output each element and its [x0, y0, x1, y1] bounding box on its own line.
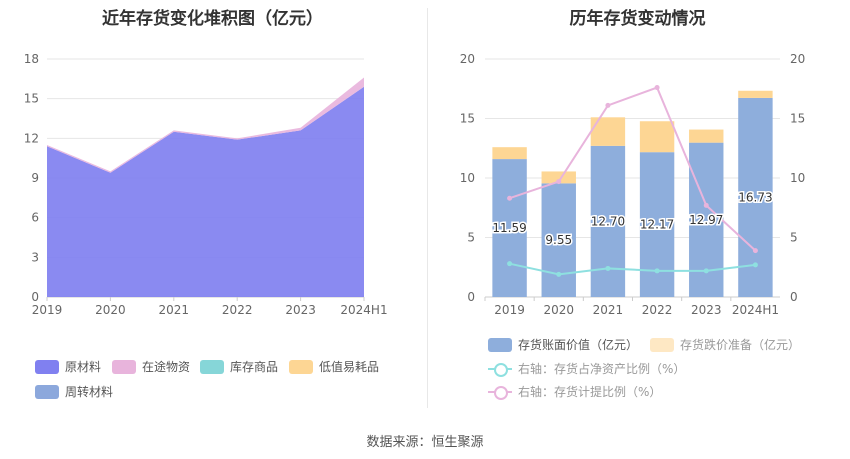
x-tick-label: 2020	[95, 303, 126, 317]
legend-label: 原材料	[65, 360, 102, 374]
y-tick-label: 5	[467, 231, 475, 245]
data-source-note: 数据来源：恒生聚源	[366, 435, 484, 450]
y-tick-label: 18	[24, 52, 39, 66]
y-tick-label: 12	[24, 131, 39, 145]
y-tick-label: 20	[460, 52, 475, 66]
legend-label: 右轴：存货占净资产比例（%）	[518, 362, 686, 376]
legend-item[interactable]: 右轴：存货占净资产比例（%）	[488, 360, 685, 377]
y-tick-label: 15	[24, 92, 39, 106]
line-point	[654, 85, 660, 91]
panel-divider	[427, 8, 428, 408]
x-tick-label: 2022	[222, 303, 253, 317]
line-point	[507, 195, 513, 201]
left-chart-title: 近年存货变化堆积图（亿元）	[102, 9, 323, 29]
y2-tick-label: 0	[790, 290, 798, 304]
x-tick-label: 2022	[642, 303, 673, 317]
x-tick-label: 2019	[494, 303, 525, 317]
line-point	[556, 179, 562, 185]
y2-tick-label: 15	[790, 112, 805, 126]
legend-label: 库存商品	[230, 360, 279, 374]
bar-value-label: 12.97	[689, 213, 723, 227]
bar-value-label: 12.70	[591, 214, 625, 228]
legend-item[interactable]: 存货账面价值（亿元）	[488, 336, 638, 353]
line-point	[605, 102, 611, 108]
y2-tick-label: 20	[790, 52, 805, 66]
legend-swatch	[35, 359, 59, 374]
y-tick-label: 6	[31, 211, 39, 225]
bar-segment-1	[590, 117, 626, 146]
legend-item[interactable]: 原材料	[35, 358, 101, 375]
x-tick-label: 2021	[159, 303, 190, 317]
y-tick-label: 9	[31, 171, 39, 185]
y-tick-label: 3	[31, 250, 39, 264]
y2-tick-label: 5	[790, 231, 798, 245]
bar-value-label: 9.55	[545, 233, 572, 247]
stacked-bar-line-chart: 0 5 10 15 20 0 5 10 15 20 2019 2020 2021 2022 2023 2024…	[460, 52, 806, 317]
legend-label: 周转材料	[65, 385, 114, 399]
legend-swatch	[200, 359, 224, 374]
right-chart-title: 历年存货变动情况	[569, 9, 706, 29]
bar-value-label: 16.73	[738, 190, 772, 204]
legend-item[interactable]: 右轴：存货计提比例（%）	[488, 383, 661, 400]
legend-item[interactable]: 库存商品	[200, 358, 278, 375]
line-point	[556, 271, 562, 277]
legend-item[interactable]: 低值易耗品	[289, 358, 379, 375]
legend-swatch	[289, 359, 313, 374]
legend-swatch	[650, 337, 674, 352]
area-series-0	[47, 86, 364, 298]
bar-segment-1	[541, 171, 576, 184]
x-tick-label: 2023	[691, 303, 722, 317]
legend-item[interactable]: 存货跌价准备（亿元）	[650, 336, 800, 353]
line-point	[703, 202, 709, 208]
line-point	[752, 248, 758, 254]
legend-label: 存货账面价值（亿元）	[518, 338, 639, 352]
y-tick-label: 10	[460, 171, 475, 185]
legend-swatch	[488, 362, 512, 377]
y-tick-label: 0	[467, 290, 475, 304]
line-point	[703, 268, 709, 274]
y2-tick-label: 10	[790, 171, 805, 185]
legend-item[interactable]: 周转材料	[35, 383, 113, 400]
x-tick-label: 2023	[285, 303, 316, 317]
legend-swatch	[488, 385, 512, 400]
bar-value-label: 11.59	[492, 221, 526, 235]
line-point	[654, 268, 660, 274]
line-point	[752, 262, 758, 268]
bar-value-label: 12.17	[640, 218, 674, 232]
line-point	[507, 261, 513, 267]
y-tick-label: 15	[460, 112, 475, 126]
bar-segment-1	[492, 147, 527, 160]
line-series-0	[509, 262, 756, 276]
bar-segment-1	[689, 129, 724, 143]
x-tick-label: 2024H1	[732, 303, 779, 317]
line-series-1	[509, 86, 757, 252]
bar-segment-0	[590, 145, 626, 297]
x-tick-label: 2019	[32, 303, 63, 317]
legend-swatch	[488, 337, 512, 352]
line-point	[605, 265, 611, 271]
x-tick-label: 2021	[593, 303, 624, 317]
legend-label: 存货跌价准备（亿元）	[680, 338, 801, 352]
legend-label: 右轴：存货计提比例（%）	[518, 385, 662, 399]
legend-swatch	[35, 384, 59, 399]
stacked-area-chart: 0 3 6 9 12 15 18 2019 2020 2021 2022 2023 2024H1	[24, 52, 388, 317]
bar-segment-0	[492, 159, 527, 297]
x-tick-label: 2020	[543, 303, 574, 317]
legend-label: 在途物资	[142, 360, 191, 374]
bar-segment-1	[639, 121, 675, 153]
legend-item[interactable]: 在途物资	[112, 358, 190, 375]
bar-segment-1	[738, 90, 773, 98]
bar-segment-0	[541, 183, 576, 297]
legend-swatch	[112, 359, 136, 374]
x-tick-label: 2024H1	[340, 303, 387, 317]
y-tick-label: 0	[31, 290, 39, 304]
legend-label: 低值易耗品	[319, 360, 380, 374]
